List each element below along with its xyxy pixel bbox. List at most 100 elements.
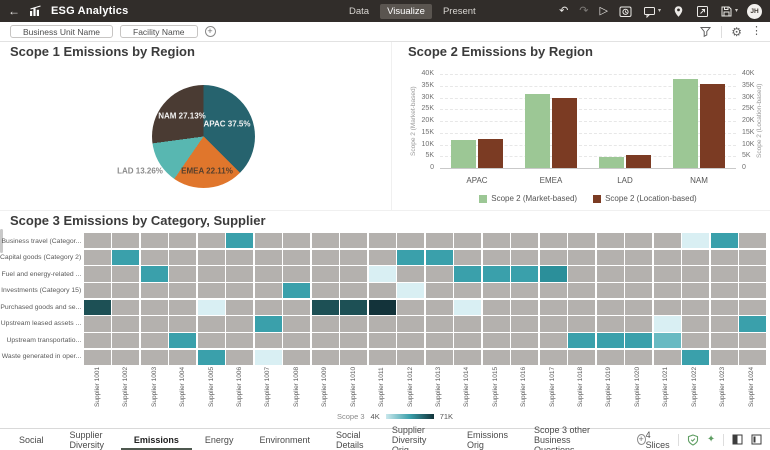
heatmap-cell[interactable] xyxy=(596,333,624,349)
heatmap-cell[interactable] xyxy=(739,349,766,365)
heatmap-cell[interactable] xyxy=(682,266,710,282)
heatmap-cell[interactable] xyxy=(169,333,197,349)
heatmap-cell[interactable] xyxy=(511,316,539,332)
add-canvas-button[interactable]: + xyxy=(636,434,646,445)
heatmap-cell[interactable] xyxy=(340,299,368,315)
heatmap-cell[interactable] xyxy=(682,283,710,299)
heatmap-cell[interactable] xyxy=(625,283,653,299)
heatmap-cell[interactable] xyxy=(368,316,396,332)
heatmap-cell[interactable] xyxy=(311,233,339,249)
heatmap-cell[interactable] xyxy=(739,233,766,249)
heatmap-cell[interactable] xyxy=(682,349,710,365)
heatmap-cell[interactable] xyxy=(539,349,567,365)
heatmap-cell[interactable] xyxy=(425,316,453,332)
heatmap-cell[interactable] xyxy=(283,283,311,299)
heatmap-cell[interactable] xyxy=(169,249,197,265)
heatmap-cell[interactable] xyxy=(254,266,282,282)
heatmap-cell[interactable] xyxy=(682,299,710,315)
heatmap-cell[interactable] xyxy=(425,266,453,282)
heatmap-cell[interactable] xyxy=(653,349,681,365)
heatmap-cell[interactable] xyxy=(112,299,140,315)
heatmap-cell[interactable] xyxy=(340,233,368,249)
heatmap-cell[interactable] xyxy=(368,299,396,315)
heatmap-cell[interactable] xyxy=(625,266,653,282)
heatmap-cell[interactable] xyxy=(482,249,510,265)
heatmap-cell[interactable] xyxy=(454,316,482,332)
heatmap-cell[interactable] xyxy=(653,333,681,349)
undo-button[interactable]: ↶ xyxy=(559,4,569,17)
heatmap-cell[interactable] xyxy=(197,349,225,365)
heatmap-cell[interactable] xyxy=(568,349,596,365)
heatmap-cell[interactable] xyxy=(653,316,681,332)
heatmap-cell[interactable] xyxy=(84,233,111,249)
heatmap-cell[interactable] xyxy=(197,283,225,299)
heatmap-cell[interactable] xyxy=(397,349,425,365)
heatmap-cell[interactable] xyxy=(140,333,168,349)
heatmap-cell[interactable] xyxy=(140,249,168,265)
heatmap-cell[interactable] xyxy=(283,349,311,365)
heatmap-cell[interactable] xyxy=(625,349,653,365)
heatmap-cell[interactable] xyxy=(454,349,482,365)
heatmap-cell[interactable] xyxy=(482,283,510,299)
insights-sparkle-icon[interactable]: ✦ xyxy=(706,433,716,445)
heatmap-cell[interactable] xyxy=(739,299,766,315)
heatmap-cell[interactable] xyxy=(454,333,482,349)
heatmap-cell[interactable] xyxy=(397,233,425,249)
heatmap-cell[interactable] xyxy=(596,283,624,299)
heatmap-cell[interactable] xyxy=(682,333,710,349)
heatmap-cell[interactable] xyxy=(568,299,596,315)
heatmap-cell[interactable] xyxy=(340,266,368,282)
heatmap-cell[interactable] xyxy=(482,266,510,282)
preview-button[interactable]: ▷ xyxy=(599,4,608,17)
kebab-menu-icon[interactable]: ⋮ xyxy=(751,25,762,37)
heatmap-cell[interactable] xyxy=(511,233,539,249)
heatmap-cell[interactable] xyxy=(112,233,140,249)
heatmap-cell[interactable] xyxy=(682,249,710,265)
heatmap-cell[interactable] xyxy=(397,316,425,332)
heatmap-cell[interactable] xyxy=(482,349,510,365)
canvas-tab-emissions-orig[interactable]: Emissions Orig xyxy=(466,429,508,450)
heatmap-cell[interactable] xyxy=(112,283,140,299)
heatmap-cell[interactable] xyxy=(596,316,624,332)
heatmap-cell[interactable] xyxy=(539,233,567,249)
heatmap-cell[interactable] xyxy=(226,266,254,282)
heatmap-cell[interactable] xyxy=(169,316,197,332)
heatmap-cell[interactable] xyxy=(425,333,453,349)
heatmap-cell[interactable] xyxy=(254,349,282,365)
heatmap-cell[interactable] xyxy=(340,283,368,299)
heatmap-cell[interactable] xyxy=(397,266,425,282)
annotate-button[interactable]: ▾ xyxy=(643,5,661,18)
mode-tab-present[interactable]: Present xyxy=(442,5,476,17)
bar-emea-market[interactable] xyxy=(525,94,550,168)
canvas-tab-scope-3-other-business-questions[interactable]: Scope 3 other Business Questions xyxy=(533,424,590,450)
panel-right-toggle-icon[interactable] xyxy=(751,434,762,445)
heatmap-cell[interactable] xyxy=(169,233,197,249)
heatmap-cell[interactable] xyxy=(596,233,624,249)
bar-nam-market[interactable] xyxy=(673,79,698,168)
heatmap-cell[interactable] xyxy=(653,283,681,299)
heatmap-cell[interactable] xyxy=(311,249,339,265)
bar-nam-location[interactable] xyxy=(700,84,725,168)
quality-shield-icon[interactable] xyxy=(687,433,699,446)
heatmap-cell[interactable] xyxy=(283,266,311,282)
heatmap-cell[interactable] xyxy=(226,299,254,315)
heatmap-cell[interactable] xyxy=(596,249,624,265)
heatmap-cell[interactable] xyxy=(254,249,282,265)
canvas-tab-social-details[interactable]: Social Details xyxy=(335,429,364,450)
heatmap-cell[interactable] xyxy=(425,349,453,365)
heatmap-cell[interactable] xyxy=(625,299,653,315)
heatmap-cell[interactable] xyxy=(84,299,111,315)
heatmap-cell[interactable] xyxy=(539,333,567,349)
heatmap-cell[interactable] xyxy=(397,333,425,349)
heatmap-cell[interactable] xyxy=(739,333,766,349)
heatmap-cell[interactable] xyxy=(739,316,766,332)
heatmap-cell[interactable] xyxy=(197,316,225,332)
heatmap-cell[interactable] xyxy=(368,233,396,249)
heatmap-cell[interactable] xyxy=(311,283,339,299)
add-filter-button[interactable]: + xyxy=(204,26,216,37)
avatar[interactable]: JH xyxy=(747,3,762,19)
heatmap-cell[interactable] xyxy=(454,249,482,265)
heatmap-cell[interactable] xyxy=(482,316,510,332)
heatmap-cell[interactable] xyxy=(340,316,368,332)
heatmap-cell[interactable] xyxy=(311,316,339,332)
